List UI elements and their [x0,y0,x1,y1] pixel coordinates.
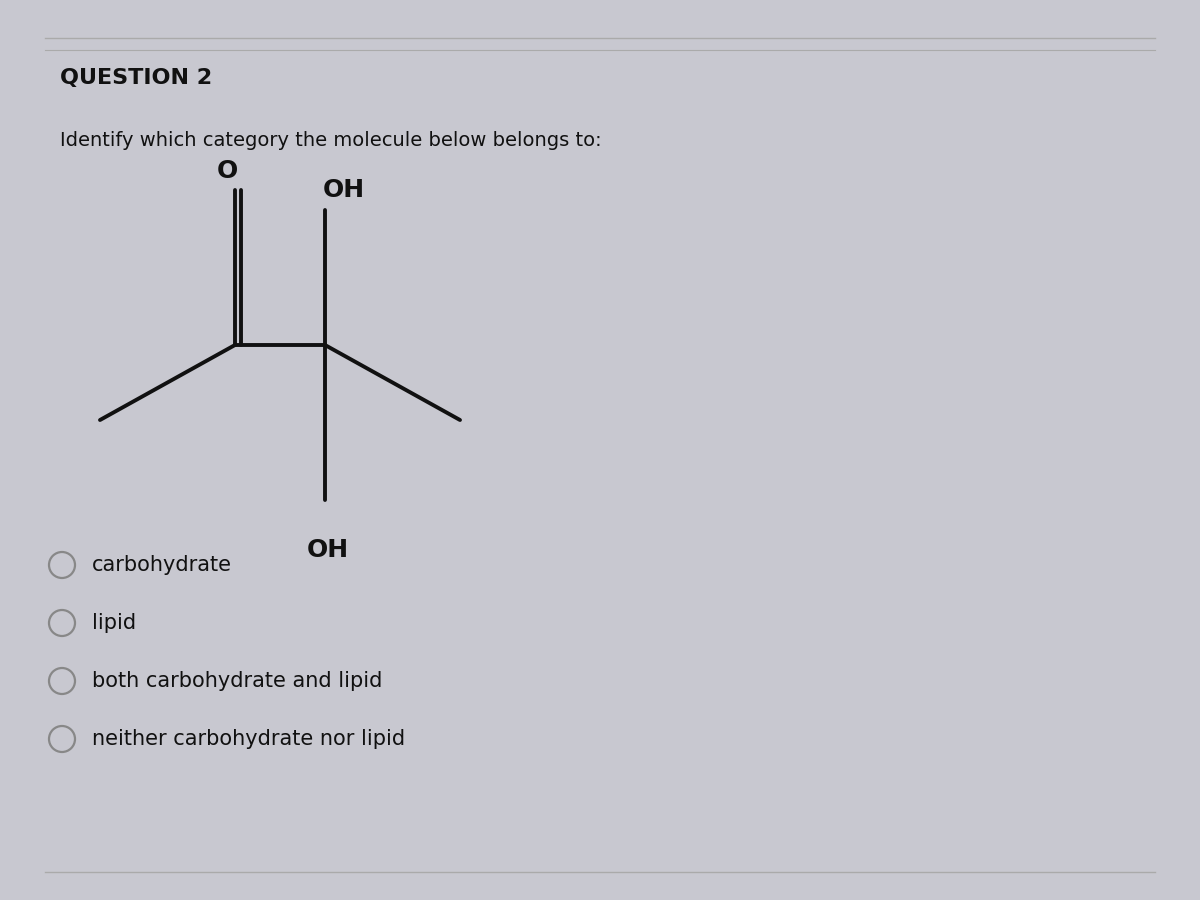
Text: Identify which category the molecule below belongs to:: Identify which category the molecule bel… [60,130,601,149]
Text: O: O [217,159,239,183]
Text: neither carbohydrate nor lipid: neither carbohydrate nor lipid [92,729,406,749]
Text: both carbohydrate and lipid: both carbohydrate and lipid [92,671,383,691]
Text: OH: OH [307,538,349,562]
Text: OH: OH [323,178,365,202]
Text: QUESTION 2: QUESTION 2 [60,68,212,88]
Text: carbohydrate: carbohydrate [92,555,232,575]
Text: lipid: lipid [92,613,136,633]
